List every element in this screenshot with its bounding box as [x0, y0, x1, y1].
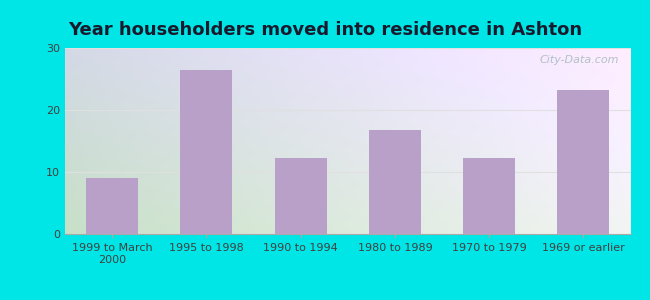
Bar	[275, 158, 326, 234]
Bar	[463, 158, 515, 234]
Text: Year householders moved into residence in Ashton: Year householders moved into residence i…	[68, 21, 582, 39]
Bar	[181, 70, 232, 234]
Bar	[369, 130, 421, 234]
Bar	[86, 178, 138, 234]
Text: City-Data.com: City-Data.com	[540, 56, 619, 65]
Bar	[558, 89, 609, 234]
